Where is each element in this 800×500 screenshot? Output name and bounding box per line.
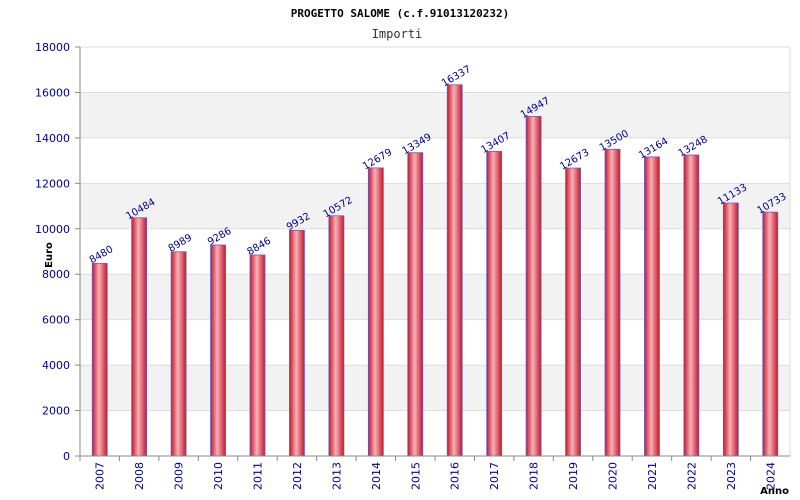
- bars: [91, 84, 779, 457]
- bar-2021: [644, 156, 660, 457]
- y-tick-label: 2000: [42, 405, 70, 418]
- x-tick-label-2016: 2016: [449, 462, 462, 490]
- x-tick-label-2017: 2017: [488, 462, 501, 490]
- bar-2016: [446, 84, 463, 457]
- bar-2023: [722, 202, 739, 457]
- x-tick-label-2021: 2021: [646, 462, 659, 490]
- bar-2014: [367, 167, 384, 457]
- x-tick-label-2024: 2024: [764, 462, 777, 490]
- y-tick-label: 16000: [35, 86, 70, 99]
- bar-2024: [762, 211, 779, 457]
- x-tick-label-2013: 2013: [330, 462, 343, 490]
- y-tick-label: 14000: [35, 132, 70, 145]
- x-axis-ticks: 2007 2008 2009 2010 2011 2012 2013 2014 2015 2016…: [79, 456, 777, 490]
- grid-band: [80, 92, 790, 138]
- y-tick-label: 0: [63, 450, 70, 463]
- bar-2018: [525, 115, 542, 457]
- bar-2009: [170, 251, 187, 457]
- x-tick-label-2012: 2012: [291, 462, 304, 490]
- bar-2012: [289, 229, 305, 457]
- x-tick-label-2010: 2010: [212, 462, 225, 490]
- x-tick-label-2008: 2008: [133, 462, 146, 490]
- bar-2022: [683, 154, 700, 457]
- bar-2020: [604, 148, 621, 457]
- y-tick-label: 8000: [42, 268, 70, 281]
- background-bands: [80, 92, 790, 411]
- y-axis-label: Euro: [44, 242, 55, 268]
- grid-band: [80, 365, 790, 411]
- bar-2013: [328, 215, 345, 457]
- bar-2008: [131, 217, 148, 457]
- x-axis-label: Anno: [760, 486, 789, 497]
- bar-2011: [249, 254, 266, 457]
- bar-2019: [565, 167, 581, 457]
- x-tick-label-2018: 2018: [528, 462, 541, 490]
- grid-band: [80, 274, 790, 320]
- x-tick-label-2007: 2007: [94, 462, 107, 490]
- y-tick-label: 18000: [35, 41, 70, 54]
- x-tick-label-2015: 2015: [409, 462, 422, 490]
- x-tick-label-2014: 2014: [370, 462, 383, 490]
- bar-2010: [210, 244, 226, 457]
- y-axis-ticks: 0 2000 4000 6000 8000 10000 12000 14000 16000 180…: [35, 41, 80, 463]
- x-tick-label-2022: 2022: [685, 462, 698, 490]
- x-tick-label-2020: 2020: [607, 462, 620, 490]
- y-tick-label: 12000: [35, 177, 70, 190]
- bar-2007: [91, 262, 108, 457]
- bar-2015: [407, 152, 424, 457]
- x-tick-label-2019: 2019: [567, 462, 580, 490]
- y-tick-label: 10000: [35, 223, 70, 236]
- chart-title: PROGETTO SALOME (c.f.91013120232): [291, 7, 510, 20]
- x-tick-label-2023: 2023: [725, 462, 738, 490]
- y-tick-label: 4000: [42, 359, 70, 372]
- x-tick-label-2011: 2011: [252, 462, 265, 490]
- grid-band: [80, 183, 790, 229]
- bar-2017: [486, 150, 503, 457]
- chart-subtitle: Importi: [372, 27, 423, 41]
- y-tick-label: 6000: [42, 314, 70, 327]
- x-tick-label-2009: 2009: [173, 462, 186, 490]
